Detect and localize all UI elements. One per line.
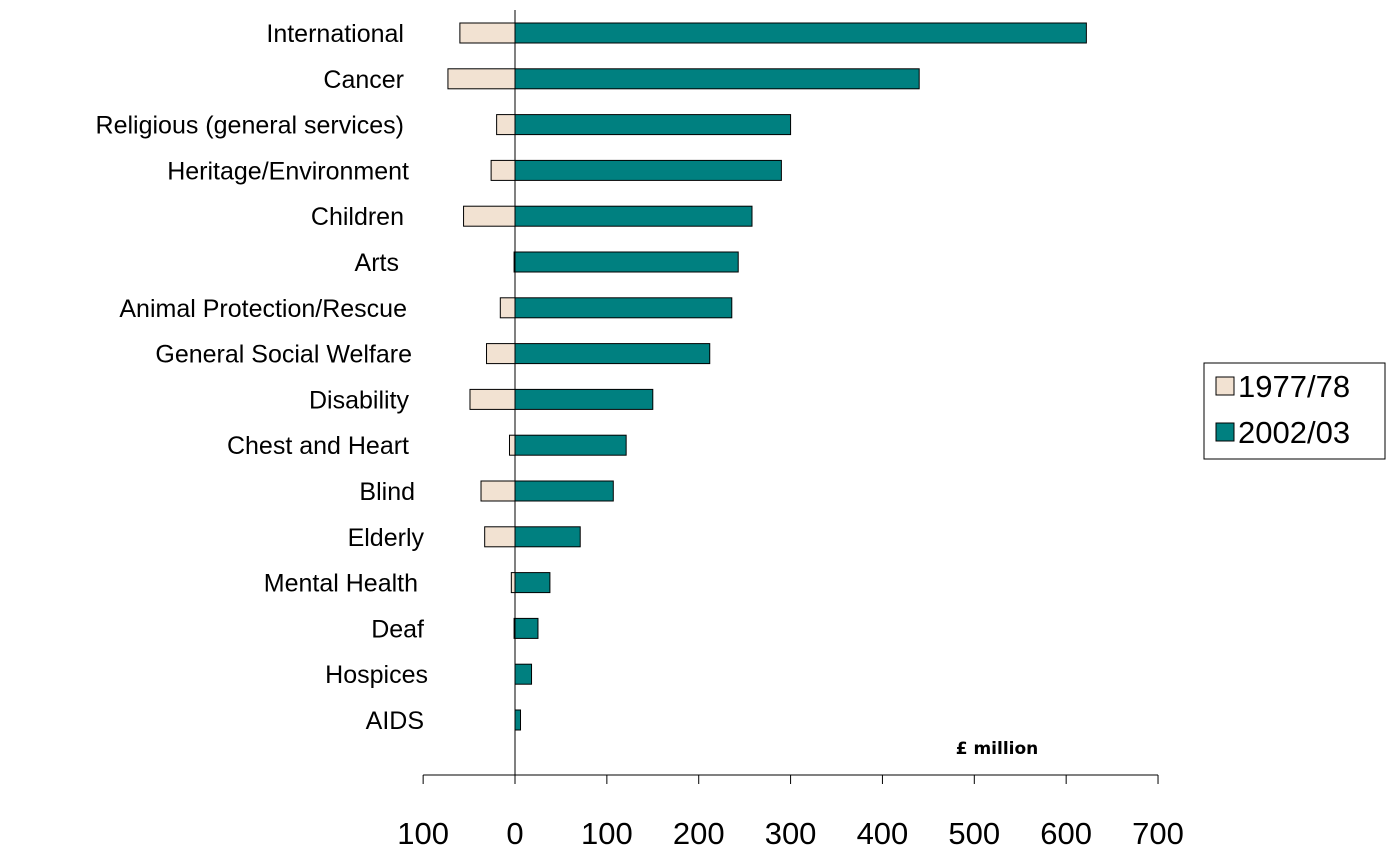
category-label-animal-protection-rescue: Animal Protection/Rescue xyxy=(119,295,407,323)
category-label-deaf: Deaf xyxy=(371,615,424,643)
bar-1977-78-children xyxy=(463,205,516,227)
category-label-arts: Arts xyxy=(355,249,399,277)
category-label-elderly: Elderly xyxy=(348,524,425,552)
category-label-disability: Disability xyxy=(309,386,410,414)
bar-1977-78-chest-and-heart xyxy=(508,434,516,456)
bar-2002-03-disability xyxy=(514,388,654,410)
legend: 1977/78 2002/03 xyxy=(1203,362,1386,460)
bar-1977-78-animal-protection-rescue xyxy=(499,297,516,319)
bar-2002-03-chest-and-heart xyxy=(514,434,627,456)
x-tick-label: 400 xyxy=(857,816,909,851)
category-labels: International Cancer Religious (general se… xyxy=(96,20,428,735)
bar-2002-03-blind xyxy=(514,480,614,502)
x-tick-label: 600 xyxy=(1040,816,1092,851)
bar-2002-03-deaf xyxy=(514,617,539,639)
category-label-blind: Blind xyxy=(359,478,415,506)
bar-1977-78-heritage-environment xyxy=(490,159,516,181)
bar-2002-03-religious-general-services xyxy=(514,114,792,136)
bar-2002-03-heritage-environment xyxy=(514,159,782,181)
legend-swatch-2002-03 xyxy=(1215,422,1235,442)
category-label-hospices: Hospices xyxy=(325,661,428,689)
bar-2002-03-hospices xyxy=(514,663,533,685)
x-tick-label: 200 xyxy=(673,816,725,851)
category-label-general-social-welfare: General Social Welfare xyxy=(155,341,412,369)
category-label-cancer: Cancer xyxy=(323,66,404,94)
bar-1977-78-disability xyxy=(469,388,516,410)
x-tick-label: 300 xyxy=(765,816,817,851)
bar-1977-78-cancer xyxy=(447,68,516,90)
bar-1977-78-general-social-welfare xyxy=(486,343,516,365)
unit-label: £ million xyxy=(956,739,1039,759)
x-tick-label: 0 xyxy=(506,816,523,851)
x-tick-label: 700 xyxy=(1132,816,1184,851)
category-label-religious-general-services: Religious (general services) xyxy=(96,112,404,140)
bar-2002-03-aids xyxy=(514,709,522,731)
legend-swatch-1977-78 xyxy=(1215,376,1235,396)
bar-1977-78-religious-general-services xyxy=(496,114,516,136)
legend-label-1977-78: 1977/78 xyxy=(1238,369,1350,404)
category-label-international: International xyxy=(266,20,404,48)
legend-label-2002-03: 2002/03 xyxy=(1238,415,1350,450)
category-label-mental-health: Mental Health xyxy=(264,570,418,598)
category-label-chest-and-heart: Chest and Heart xyxy=(227,432,409,460)
bar-2002-03-cancer xyxy=(514,68,920,90)
x-tick-label: 500 xyxy=(948,816,1000,851)
category-label-heritage-environment: Heritage/Environment xyxy=(167,157,409,185)
bar-2002-03-international xyxy=(514,22,1087,44)
x-tick-label: 100 xyxy=(397,816,449,851)
bar-2002-03-general-social-welfare xyxy=(514,343,711,365)
bar-2002-03-mental-health xyxy=(514,572,551,594)
bar-1977-78-mental-health xyxy=(510,572,516,594)
x-tick-label: 100 xyxy=(581,816,633,851)
bar-1977-78-elderly xyxy=(484,526,516,548)
bar-1977-78-blind xyxy=(480,480,516,502)
bar-2002-03-elderly xyxy=(514,526,581,548)
category-label-children: Children xyxy=(311,203,404,231)
bar-1977-78-international xyxy=(459,22,516,44)
bar-2002-03-arts xyxy=(514,251,739,273)
bar-2002-03-animal-protection-rescue xyxy=(514,297,733,319)
category-label-aids: AIDS xyxy=(366,707,424,735)
bars-layer xyxy=(447,22,1087,731)
bar-2002-03-children xyxy=(514,205,753,227)
x-axis: 100 0 100 200 300 400 500 600 700 £ million xyxy=(397,10,1184,851)
